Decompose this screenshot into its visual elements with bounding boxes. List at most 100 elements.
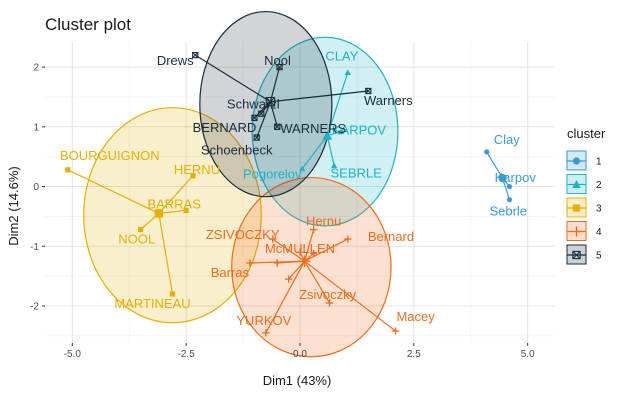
legend-marker-1 (572, 157, 581, 165)
legend-item-4: 4 (566, 221, 602, 241)
cluster-5-point-drews (192, 51, 199, 59)
point-label-bourguignon: BOURGUIGNON (60, 148, 160, 163)
legend-item-3: 3 (566, 197, 602, 218)
legend-label-4: 4 (596, 227, 602, 238)
cluster-3-point-bourguignon (65, 167, 71, 173)
point-label-sebrle: Sebrle (489, 204, 527, 219)
cluster-4-spoke (288, 260, 306, 280)
cluster-4-point (310, 249, 318, 258)
point-label-sebrle: SEBRLE (330, 166, 382, 181)
cluster-4-point (273, 259, 281, 267)
cluster-4-spoke (304, 260, 396, 332)
point-label-martineau: MARTINEAU (114, 296, 190, 311)
point-label-karpov: Karpov (495, 170, 537, 185)
point-label-schoenbeck: Schoenbeck (201, 143, 273, 158)
cluster-4-point-zsivoczky (269, 235, 277, 243)
cluster-4-point-yurkov (262, 329, 270, 337)
x-tick-label: -5.0 (64, 349, 82, 360)
x-tick-label: -2.5 (178, 349, 196, 360)
y-axis-ticks: -2 -1 0 1 2 (30, 63, 45, 312)
point-label-nool: Nool (264, 53, 291, 68)
point-label-barras: BARRAS (147, 196, 201, 211)
cluster-3-center (154, 209, 164, 218)
legend-label-5: 5 (596, 251, 602, 262)
y-tick-label: -1 (30, 242, 39, 253)
point-label-clay: CLAY (325, 48, 358, 63)
point-label-bernard: BERNARD (193, 120, 257, 135)
legend: cluster 1 2 3 4 5 (566, 126, 606, 265)
legend-label-1: 1 (596, 157, 602, 168)
grid (45, 42, 555, 343)
legend-item-1: 1 (566, 150, 602, 171)
point-label-yurkov: YURKOV (236, 313, 291, 328)
cluster-2-spoke (301, 135, 328, 169)
legend-label-3: 3 (596, 204, 602, 215)
cluster-5-point-schwarzl (258, 110, 265, 117)
cluster-4-spoke (304, 260, 331, 304)
cluster-3-spoke (158, 175, 194, 214)
cluster-4-spoke (265, 260, 306, 334)
cluster-3-point-barras (183, 207, 189, 214)
y-tick-label: -2 (30, 301, 39, 312)
cluster-4-point-zsivoczky (325, 299, 334, 307)
cluster-2-spoke (326, 135, 335, 166)
cluster-4-point-barras (246, 259, 254, 267)
cluster-4-point (284, 275, 293, 283)
cluster-1-point (506, 183, 513, 190)
cluster-2-point-karpov (337, 128, 345, 135)
legend-marker-3 (572, 204, 581, 212)
cluster-5-point-schoenbeck (253, 134, 260, 141)
y-tick-label: 2 (33, 63, 39, 74)
cluster-2-point-pogorelov (299, 165, 306, 172)
point-label-karpov: KARPOV (332, 123, 387, 138)
cluster-2-spoke (326, 72, 349, 136)
cluster-1-point-clay (484, 149, 490, 155)
point-label-mcmullen: McMULLEN (265, 241, 335, 256)
x-tick-label: 2.5 (407, 349, 421, 360)
cluster-1-point-sebrle (506, 197, 513, 203)
cluster-4-point-bernard (344, 235, 352, 243)
cluster-4-point-hernu (310, 225, 318, 234)
cluster-5-spoke (270, 90, 369, 103)
cluster-3-ellipse (83, 107, 262, 324)
cluster-1-spoke (486, 151, 504, 179)
cluster-3-spoke (158, 209, 187, 214)
point-label-warners: Warners (364, 93, 413, 108)
cluster-5-spoke (269, 66, 281, 102)
cluster-4-spoke (272, 238, 305, 262)
x-tick-label: 5.0 (521, 349, 535, 360)
legend-item-5: 5 (566, 244, 602, 265)
cluster-4-spoke (304, 252, 315, 262)
point-label-hernu: Hernu (306, 214, 341, 229)
x-axis-ticks: -5.0 -2.5 0.0 2.5 5.0 (64, 343, 535, 360)
point-label-bernard: Bernard (368, 229, 414, 244)
cluster-3-spoke (158, 213, 174, 295)
legend-marker-4 (571, 226, 582, 237)
x-axis-title: Dim1 (43%) (263, 373, 332, 388)
cluster-5-point-warners (274, 123, 281, 130)
point-label-barras: Barras (211, 265, 250, 280)
cluster-2-point-sebrle (331, 162, 338, 169)
point-label-macey: Macey (396, 309, 435, 324)
legend-marker-2 (572, 180, 581, 188)
point-label-drews: Drews (157, 53, 194, 68)
cluster-2-ellipse (251, 36, 399, 227)
x-tick-label: 0.0 (293, 349, 307, 360)
cluster-5-point-nool (276, 63, 283, 71)
legend-item-2: 2 (566, 174, 602, 194)
cluster-2-point-clay (344, 69, 351, 75)
cluster-4-spoke (304, 238, 349, 262)
cluster-5-center (265, 96, 276, 107)
cluster-2-center (322, 130, 333, 140)
cluster-3-spoke (67, 169, 160, 214)
cluster-1-center (498, 173, 507, 183)
cluster-ellipses (83, 10, 399, 358)
cluster-5-point-warners (365, 87, 372, 95)
point-label-zsivoczky: Zsivoczky (299, 287, 357, 302)
point-label-hernu: HERNU (174, 162, 220, 177)
point-label-schwarzl: Schwarzl (227, 97, 280, 112)
point-label-pogorelov: Pogorelov (243, 167, 302, 182)
y-axis-title: Dim2 (14.6%) (6, 166, 21, 245)
chart-title: Cluster plot (45, 15, 131, 34)
